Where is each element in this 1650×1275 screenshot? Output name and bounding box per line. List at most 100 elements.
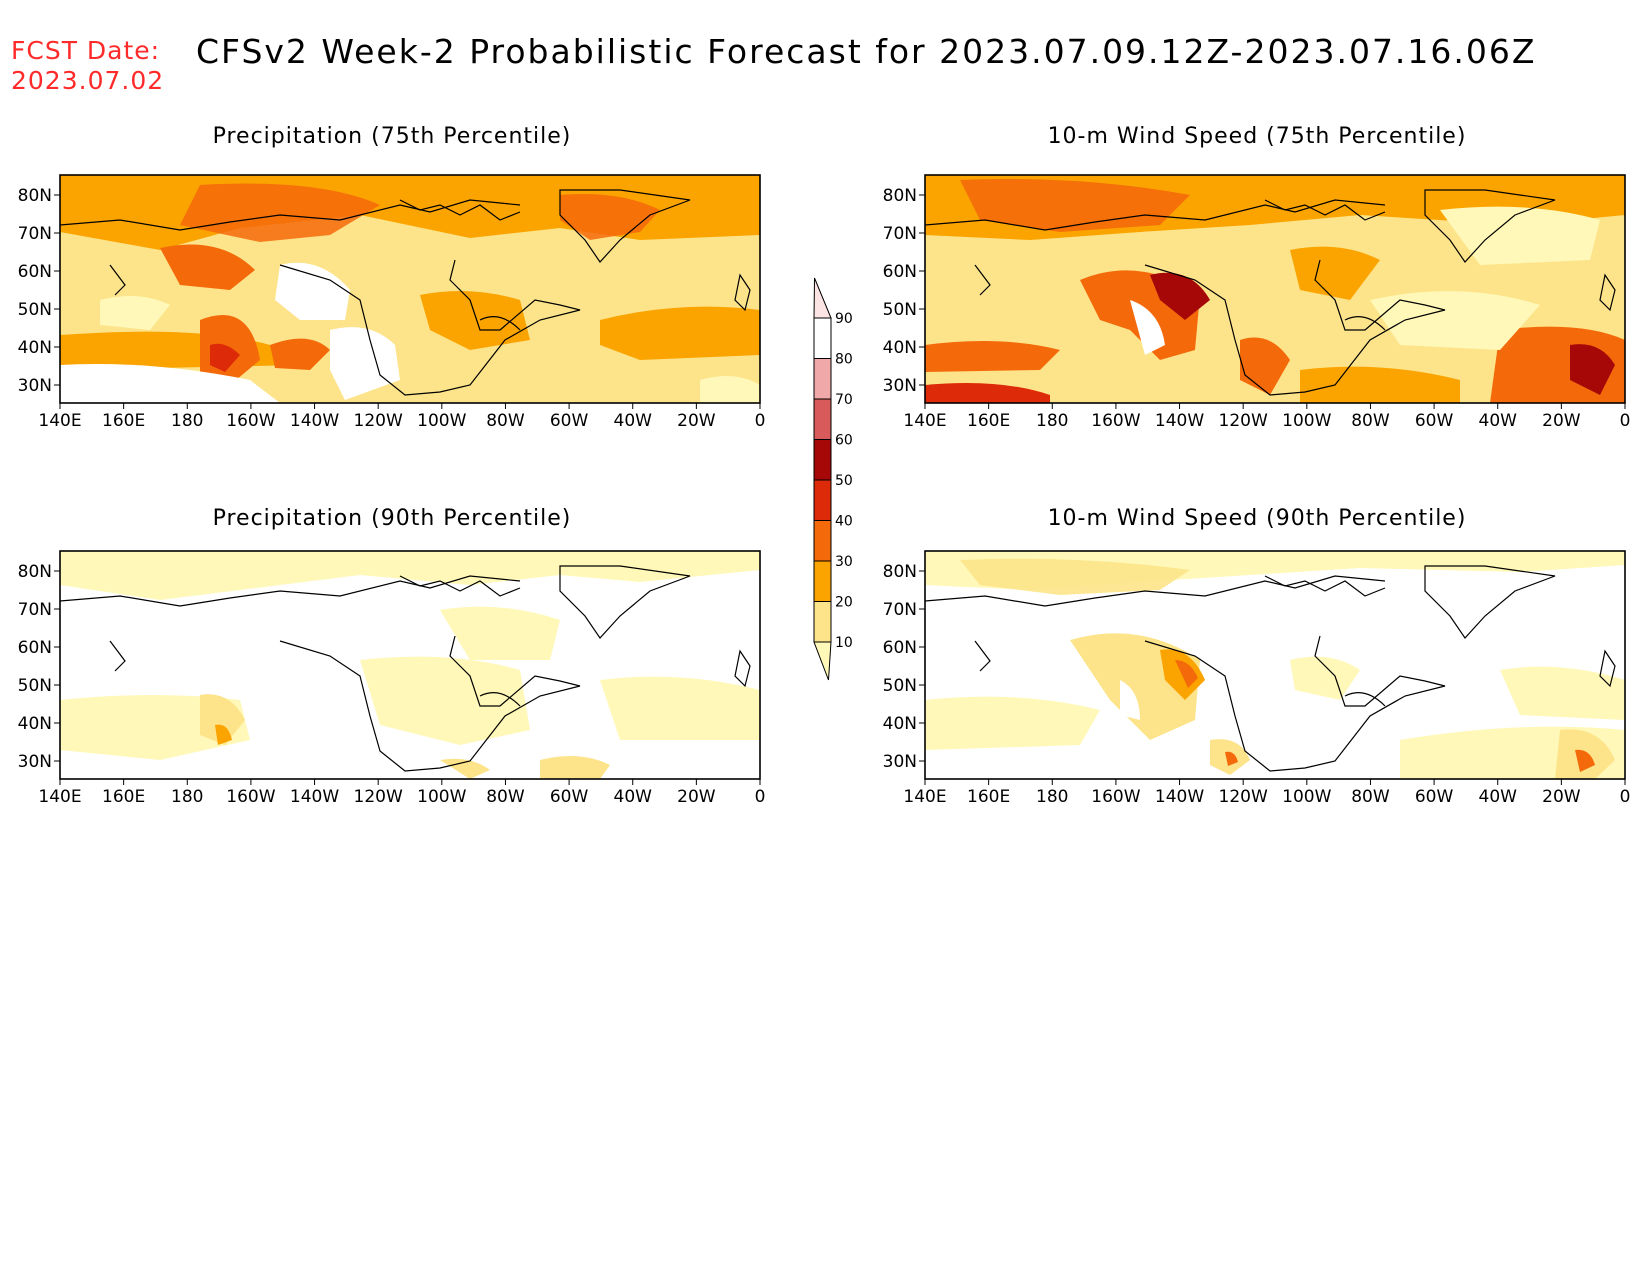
axes-layer: 80N 70N 60N 50N 40N 30N 140E 160E 180 160W 140W 120… (18, 186, 1631, 807)
precip75-frame (59, 174, 761, 404)
wind90-lon-label: 80W (1351, 787, 1390, 807)
wind90-lon-label: 140W (1155, 787, 1204, 807)
wind90-lat-label: 70N (883, 600, 917, 620)
map-wind90 (924, 550, 1626, 780)
colorbar-label: 60 (835, 433, 853, 449)
precip90-coastlines (60, 565, 751, 772)
precip75-shading (60, 175, 760, 403)
colorbar-label: 90 (835, 311, 853, 327)
wind75-lat-label: 70N (883, 224, 917, 244)
precip90-lat-label: 60N (18, 638, 52, 658)
panel-title-precip75: Precipitation (75th Percentile) (212, 124, 572, 149)
wind90-lat-label: 80N (883, 562, 917, 582)
wind90-lat-label: 50N (883, 676, 917, 696)
wind90-lon-label: 60W (1415, 787, 1454, 807)
precip75-lon-label: 140E (38, 411, 81, 431)
wind90-lon-label: 100W (1282, 787, 1331, 807)
precip90-lon-label: 180 (171, 787, 203, 807)
wind75-lat-label: 60N (883, 262, 917, 282)
wind75-lat-label: 40N (883, 338, 917, 358)
precip75-lon-label: 160W (226, 411, 275, 431)
colorbar-label: 20 (835, 595, 853, 611)
map-precip75 (59, 174, 761, 404)
wind90-lon-label: 140E (903, 787, 946, 807)
colorbar-swatch (814, 520, 831, 561)
wind90-lat-label: 40N (883, 714, 917, 734)
wind90-lon-label: 20W (1542, 787, 1581, 807)
precip75-lat-label: 70N (18, 224, 52, 244)
wind75-frame (924, 174, 1626, 404)
precip75-lon-label: 0 (755, 411, 766, 431)
colorbar-label: 50 (835, 473, 853, 489)
wind90-shading (925, 551, 1625, 779)
wind90-coastlines (925, 565, 1616, 772)
colorbar-label: 30 (835, 554, 853, 570)
precip90-lat-label: 40N (18, 714, 52, 734)
panel-title-precip90: Precipitation (90th Percentile) (212, 506, 572, 531)
precip90-lat-label: 70N (18, 600, 52, 620)
forecast-date-value: 2023.07.02 (11, 66, 165, 95)
wind75-lon-label: 120W (1219, 411, 1268, 431)
wind90-lon-label: 160W (1091, 787, 1140, 807)
wind90-lat-label: 30N (883, 752, 917, 772)
precip90-lat-label: 80N (18, 562, 52, 582)
panel-title-wind90: 10-m Wind Speed (90th Percentile) (1047, 506, 1467, 531)
precip90-lon-label: 160W (226, 787, 275, 807)
colorbar-swatch (813, 641, 832, 681)
precip90-lat-label: 30N (18, 752, 52, 772)
wind75-lon-label: 60W (1415, 411, 1454, 431)
page-title: CFSv2 Week-2 Probabilistic Forecast for … (196, 32, 1537, 71)
colorbar-swatch (813, 277, 832, 319)
colorbar-swatch (814, 561, 831, 602)
precip75-lat-label: 50N (18, 300, 52, 320)
precip75-lat-label: 30N (18, 376, 52, 396)
colorbar: 10 20 30 40 50 60 70 80 90 (813, 277, 853, 681)
wind90-frame (924, 550, 1626, 780)
precip75-lon-label: 140W (290, 411, 339, 431)
precip90-lon-label: 80W (486, 787, 525, 807)
precip90-lon-label: 160E (102, 787, 145, 807)
precip75-lon-label: 100W (417, 411, 466, 431)
wind90-lon-label: 180 (1036, 787, 1068, 807)
precip75-lon-label: 180 (171, 411, 203, 431)
wind90-lon-label: 40W (1479, 787, 1518, 807)
wind75-lon-label: 100W (1282, 411, 1331, 431)
colorbar-label: 10 (835, 635, 853, 651)
wind90-lat-label: 60N (883, 638, 917, 658)
wind75-lon-label: 160W (1091, 411, 1140, 431)
colorbar-swatch (814, 358, 831, 399)
precip90-lon-label: 0 (755, 787, 766, 807)
precip90-lon-label: 120W (354, 787, 403, 807)
forecast-date-label: FCST Date: (11, 36, 161, 65)
precip90-shading (60, 551, 760, 779)
wind90-lon-label: 160E (967, 787, 1010, 807)
panel-title-wind75: 10-m Wind Speed (75th Percentile) (1047, 124, 1467, 149)
precip75-lat-label: 40N (18, 338, 52, 358)
wind90-lon-label: 0 (1620, 787, 1631, 807)
precip75-lon-label: 60W (550, 411, 589, 431)
colorbar-label: 70 (835, 392, 853, 408)
wind75-lon-label: 160E (967, 411, 1010, 431)
precip75-lat-label: 60N (18, 262, 52, 282)
precip90-lon-label: 140W (290, 787, 339, 807)
wind75-lon-label: 20W (1542, 411, 1581, 431)
colorbar-swatch (814, 439, 831, 480)
precip90-lon-label: 140E (38, 787, 81, 807)
precip90-lon-label: 20W (677, 787, 716, 807)
colorbar-swatch (814, 480, 831, 521)
map-wind75 (924, 174, 1626, 404)
wind75-lon-label: 80W (1351, 411, 1390, 431)
wind90-lon-label: 120W (1219, 787, 1268, 807)
wind75-lon-label: 40W (1479, 411, 1518, 431)
precip75-lat-label: 80N (18, 186, 52, 206)
precip75-lon-label: 20W (677, 411, 716, 431)
wind75-lat-label: 50N (883, 300, 917, 320)
wind75-lon-label: 0 (1620, 411, 1631, 431)
colorbar-label: 40 (835, 514, 853, 530)
precip75-lon-label: 40W (614, 411, 653, 431)
precip75-lon-label: 120W (354, 411, 403, 431)
precip90-lon-label: 100W (417, 787, 466, 807)
wind75-coastlines (925, 189, 1616, 396)
wind75-shading (925, 175, 1625, 403)
colorbar-label: 80 (835, 352, 853, 368)
